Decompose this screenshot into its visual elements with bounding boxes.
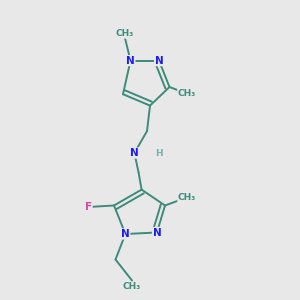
Text: CH₃: CH₃ bbox=[178, 194, 196, 202]
Text: CH₃: CH₃ bbox=[116, 29, 134, 38]
Text: H: H bbox=[155, 148, 162, 158]
Text: N: N bbox=[152, 227, 161, 238]
Text: N: N bbox=[154, 56, 164, 66]
Text: N: N bbox=[121, 229, 130, 239]
Text: N: N bbox=[126, 56, 135, 66]
Text: CH₃: CH₃ bbox=[123, 282, 141, 291]
Text: CH₃: CH₃ bbox=[178, 88, 196, 98]
Text: F: F bbox=[85, 202, 92, 212]
Text: N: N bbox=[130, 148, 139, 158]
